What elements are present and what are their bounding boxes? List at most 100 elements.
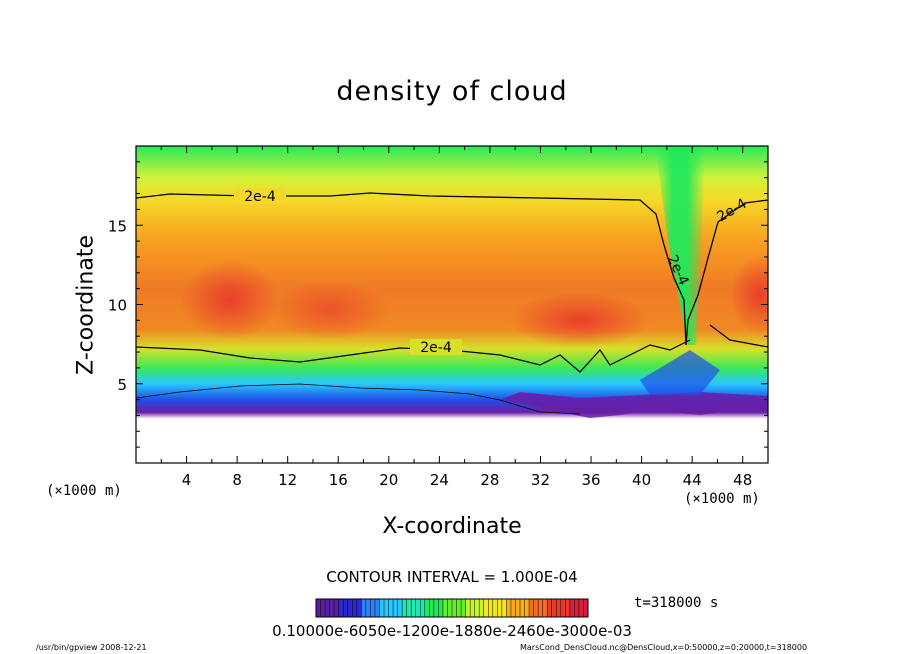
- colorbar-cell: [447, 599, 453, 617]
- heatmap-red-core-right: [730, 255, 768, 335]
- x-tick-label: 48: [733, 471, 752, 489]
- footer-source: MarsCond_DensCloud.nc@DensCloud,x=0:5000…: [520, 643, 808, 652]
- colorbar-cell: [483, 599, 489, 617]
- colorbar-cell: [343, 599, 349, 617]
- colorbar-cell: [361, 599, 367, 617]
- colorbar-cell: [452, 599, 457, 617]
- colorbar-cell: [461, 599, 466, 617]
- colorbar-cell: [578, 599, 584, 617]
- colorbar-cell: [533, 599, 539, 617]
- colorbar-frame: [315, 598, 589, 618]
- contour-lower-right-2e-4: [709, 324, 768, 348]
- colorbar-cell: [470, 599, 475, 617]
- colorbar-cell: [338, 599, 344, 617]
- x-axis-ticks: 4 8 12 16 20 24 28 32 36 40 44 48: [135, 146, 769, 489]
- colorbar-cell: [316, 599, 321, 617]
- colorbar-cell: [520, 599, 525, 617]
- x-tick-label: 32: [531, 471, 550, 489]
- colorbar-tick-labels: 0.10000e-6050e-1200e-1880e-2460e-3000e-0…: [272, 622, 632, 640]
- x-tick-label: 12: [278, 471, 297, 489]
- footer-command: /usr/bin/gpview 2008-12-21: [36, 643, 147, 652]
- colorbar-cell: [510, 599, 516, 617]
- colorbar-cell: [356, 599, 362, 617]
- x-tick-label: 40: [632, 471, 651, 489]
- x-axis-unit-right: (×1000 m): [684, 491, 760, 507]
- colorbar-cell: [524, 599, 530, 617]
- colorbar-cell: [501, 599, 507, 617]
- colorbar-cell: [442, 599, 448, 617]
- colorbar-cell: [465, 599, 471, 617]
- colorbar-cell: [551, 599, 557, 617]
- x-tick-label: 24: [430, 471, 449, 489]
- colorbar-cell: [397, 599, 403, 617]
- colorbar-cell: [547, 599, 553, 617]
- colorbar-cell: [560, 599, 566, 617]
- heatmap-field: [136, 146, 768, 463]
- heatmap-red-arc: [510, 292, 650, 348]
- colorbar-cell: [393, 599, 398, 617]
- colorbar-cell: [542, 599, 548, 617]
- colorbar-cell: [388, 599, 394, 617]
- colorbar-cell: [565, 599, 571, 617]
- colorbar-cell: [506, 599, 512, 617]
- colorbar-cell: [492, 599, 498, 617]
- colorbar-cell: [515, 599, 521, 617]
- colorbar-cell: [456, 599, 462, 617]
- time-label: t=318000 s: [634, 595, 719, 611]
- colorbar-cell: [352, 599, 358, 617]
- colorbar-cell: [411, 599, 417, 617]
- y-tick-label: 10: [108, 297, 127, 315]
- x-tick-label: 8: [232, 471, 242, 489]
- heatmap-red-core-left: [180, 260, 280, 340]
- colorbar-cell: [538, 599, 543, 617]
- colorbar-cell: [479, 599, 485, 617]
- colorbar-cell: [583, 599, 589, 617]
- x-tick-label: 28: [480, 471, 499, 489]
- colorbar-cell: [497, 599, 503, 617]
- heatmap-purple-base: [500, 392, 768, 418]
- x-tick-label: 36: [581, 471, 600, 489]
- x-axis-label: X-coordinate: [382, 514, 522, 539]
- colorbar-cell: [574, 599, 580, 617]
- colorbar-cell: [402, 599, 407, 617]
- colorbar-cell: [424, 599, 430, 617]
- contour-bottom: [136, 383, 581, 415]
- y-tick-label: 5: [117, 376, 127, 394]
- x-axis-unit-left: (×1000 m): [46, 483, 122, 499]
- colorbar-cell: [347, 599, 353, 617]
- colorbar-cell: [433, 599, 439, 617]
- heatmap-blue-right: [640, 350, 720, 395]
- contour-label-bg-lower: [410, 339, 462, 355]
- colorbar: [315, 598, 589, 618]
- colorbar-cell: [415, 599, 421, 617]
- colorbar-cell: [329, 599, 335, 617]
- contour-label-bg-upper: [234, 188, 286, 204]
- colorbar-cell: [406, 599, 412, 617]
- y-axis-ticks: 5 10 15: [108, 145, 768, 464]
- chart-title: density of cloud: [336, 76, 568, 107]
- colorbar-cell: [488, 599, 494, 617]
- colorbar-cell: [325, 599, 330, 617]
- contour-label-upper: 2e-4: [244, 189, 276, 205]
- contour-interval-label: CONTOUR INTERVAL = 1.000E-04: [326, 568, 578, 586]
- colorbar-cell: [429, 599, 435, 617]
- colorbar-cell: [384, 599, 389, 617]
- colorbar-cell: [365, 599, 371, 617]
- colorbar-cell: [556, 599, 562, 617]
- contour-label-lower: 2e-4: [420, 340, 452, 356]
- contour-right-2e-4: [685, 199, 768, 346]
- heatmap-green-plume: [655, 146, 705, 345]
- colorbar-cell: [529, 599, 534, 617]
- colorbar-cell: [438, 599, 444, 617]
- colorbar-cell: [474, 599, 480, 617]
- colorbar-cell: [320, 599, 326, 617]
- y-tick-label: 15: [108, 217, 127, 235]
- colorbar-cell: [374, 599, 380, 617]
- colorbar-cell: [569, 599, 575, 617]
- colorbar-cell: [370, 599, 376, 617]
- x-tick-label: 20: [379, 471, 398, 489]
- colorbar-cell: [379, 599, 385, 617]
- x-tick-label: 16: [329, 471, 348, 489]
- x-tick-label: 4: [182, 471, 192, 489]
